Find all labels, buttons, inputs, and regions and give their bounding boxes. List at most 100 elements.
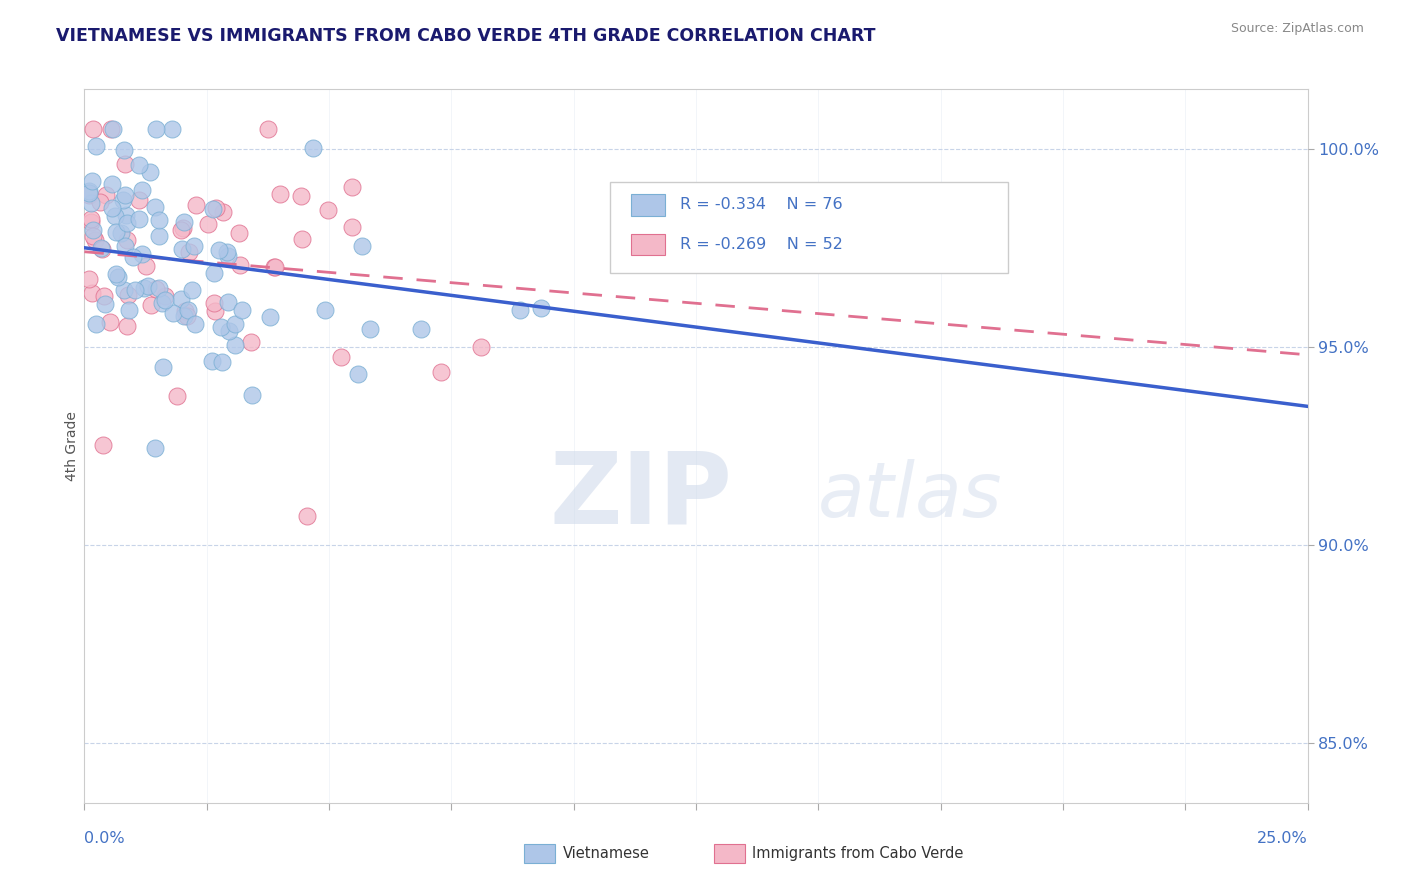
Point — [340, 179, 363, 194]
Point — [202, 266, 225, 280]
Text: atlas: atlas — [818, 459, 1002, 533]
Point — [128, 193, 150, 207]
Point — [128, 212, 150, 227]
Point — [179, 244, 201, 259]
Point — [183, 239, 205, 253]
Point — [411, 322, 433, 336]
Point — [84, 139, 107, 153]
Point — [211, 355, 233, 369]
Point — [263, 260, 285, 274]
Point — [269, 186, 291, 201]
Point — [529, 301, 551, 315]
Point — [173, 309, 195, 323]
Text: R = -0.334    N = 76: R = -0.334 N = 76 — [681, 197, 842, 212]
Point — [350, 239, 373, 253]
Point — [110, 227, 132, 241]
Point — [217, 249, 239, 263]
Point — [93, 437, 115, 451]
Point — [204, 304, 226, 318]
Point — [429, 365, 451, 379]
Point — [98, 315, 121, 329]
Point — [330, 350, 353, 364]
Point — [101, 201, 124, 215]
Point — [263, 260, 285, 275]
Text: 0.0%: 0.0% — [84, 830, 125, 846]
Point — [91, 242, 114, 256]
Point — [224, 337, 246, 351]
Point — [134, 281, 156, 295]
Point — [201, 202, 224, 217]
Point — [152, 359, 174, 374]
Point — [139, 298, 162, 312]
Point — [169, 292, 191, 306]
Point — [94, 297, 117, 311]
Point — [135, 259, 157, 273]
Point — [77, 185, 100, 199]
Point — [93, 289, 115, 303]
FancyBboxPatch shape — [610, 182, 1008, 273]
Point — [89, 195, 111, 210]
Point — [128, 158, 150, 172]
Point — [80, 215, 103, 229]
Point — [111, 193, 134, 207]
Point — [114, 188, 136, 202]
Point — [77, 186, 100, 201]
Point — [77, 187, 100, 202]
Text: Vietnamese: Vietnamese — [562, 847, 650, 861]
Point — [145, 282, 167, 296]
Point — [115, 217, 138, 231]
Point — [101, 177, 124, 191]
Point — [218, 324, 240, 338]
Point — [83, 233, 105, 247]
Point — [82, 223, 104, 237]
Bar — [631, 194, 665, 216]
Point — [184, 317, 207, 331]
Point — [121, 251, 143, 265]
Point — [101, 121, 124, 136]
Point — [131, 246, 153, 260]
Point — [148, 229, 170, 244]
Point — [114, 239, 136, 253]
Point — [107, 270, 129, 285]
Point — [184, 198, 207, 212]
Text: VIETNAMESE VS IMMIGRANTS FROM CABO VERDE 4TH GRADE CORRELATION CHART: VIETNAMESE VS IMMIGRANTS FROM CABO VERDE… — [56, 27, 876, 45]
Point — [153, 288, 176, 302]
Point — [94, 187, 117, 202]
Point — [257, 121, 280, 136]
Point — [176, 309, 198, 323]
Point — [80, 195, 103, 210]
Point — [145, 121, 167, 136]
Point — [208, 244, 231, 258]
Point — [201, 354, 224, 368]
Point — [104, 209, 127, 223]
Point — [174, 304, 197, 318]
Point — [340, 220, 363, 235]
Point — [114, 157, 136, 171]
Point — [197, 217, 219, 231]
Point — [139, 165, 162, 179]
Point — [80, 212, 103, 227]
Point — [84, 317, 107, 331]
Point — [205, 202, 228, 216]
Point — [181, 283, 204, 297]
Point — [148, 281, 170, 295]
Point — [228, 258, 250, 272]
Point — [240, 388, 263, 402]
Point — [136, 279, 159, 293]
Point — [77, 272, 100, 286]
Text: Immigrants from Cabo Verde: Immigrants from Cabo Verde — [752, 847, 963, 861]
Point — [228, 226, 250, 240]
Point — [118, 302, 141, 317]
Point — [150, 296, 173, 310]
Point — [170, 223, 193, 237]
Point — [153, 293, 176, 308]
Point — [90, 241, 112, 255]
Point — [112, 283, 135, 297]
Point — [217, 295, 239, 310]
Point — [82, 228, 104, 243]
Point — [209, 319, 232, 334]
Point — [239, 335, 262, 350]
Point — [172, 220, 194, 235]
Point — [112, 144, 135, 158]
Point — [211, 205, 233, 219]
